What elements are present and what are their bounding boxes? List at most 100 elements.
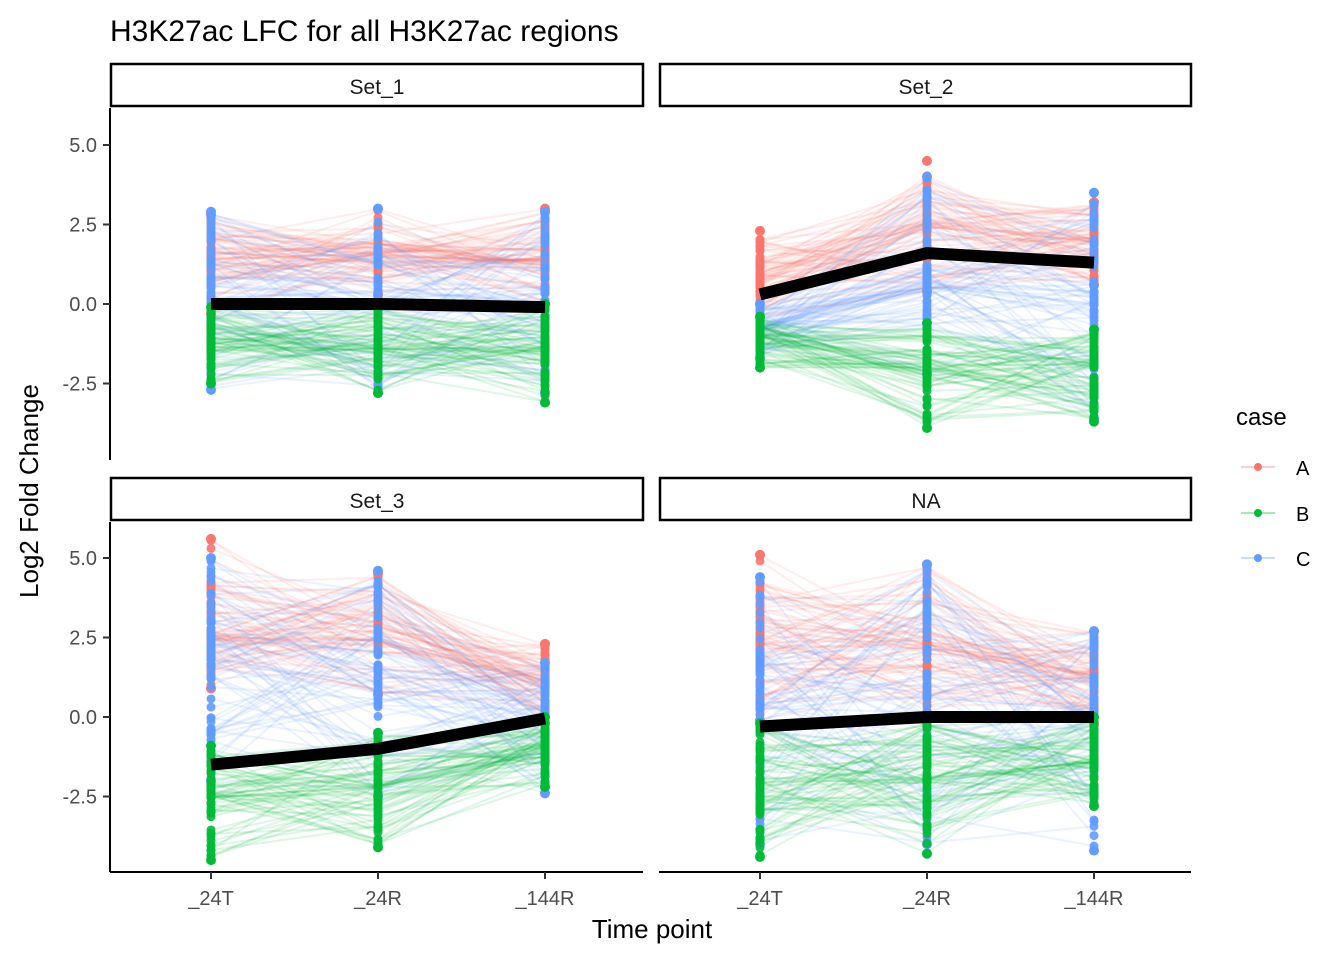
- data-point-b: [922, 332, 932, 342]
- data-point-c: [373, 273, 383, 283]
- data-point-c: [373, 660, 383, 670]
- data-point-b: [540, 781, 550, 792]
- data-point-b: [206, 333, 216, 343]
- data-point-c: [206, 553, 216, 563]
- data-point-c: [1089, 816, 1099, 826]
- data-point-c: [206, 233, 216, 243]
- data-point-b: [922, 416, 932, 426]
- panel-strip-label: Set_2: [899, 76, 954, 99]
- data-point-c: [206, 243, 216, 253]
- data-point-a: [755, 244, 765, 254]
- panel-strip-label: Set_3: [350, 490, 405, 513]
- data-point-c: [540, 285, 550, 295]
- data-point-c: [1089, 308, 1099, 318]
- data-point-b: [206, 344, 216, 354]
- data-point-b: [922, 357, 932, 367]
- data-point-b: [540, 745, 550, 755]
- panel-strip-set-3: Set_3: [109, 476, 645, 522]
- data-point-b: [922, 371, 932, 381]
- data-point-b: [540, 359, 550, 369]
- legend-label-c: C: [1296, 549, 1310, 571]
- data-point-b: [540, 726, 550, 736]
- legend-title: case: [1236, 404, 1287, 431]
- data-point-b: [922, 759, 932, 769]
- data-point-b: [540, 733, 550, 743]
- data-point-b: [373, 358, 383, 368]
- panel-plot-set-3: [206, 533, 550, 866]
- mean-summary-line: [759, 711, 1094, 733]
- data-point-c: [922, 692, 932, 702]
- data-point-b: [206, 774, 216, 784]
- data-point-c: [206, 273, 216, 283]
- data-point-a: [922, 661, 932, 671]
- data-point-c: [1089, 286, 1099, 296]
- data-point-c: [206, 682, 216, 692]
- data-point-c: [922, 605, 932, 615]
- panel-strip-label: Set_1: [350, 76, 405, 99]
- data-point-b: [1089, 324, 1099, 335]
- data-point-c: [1089, 831, 1099, 841]
- data-point-c: [922, 559, 932, 570]
- data-point-c: [1089, 845, 1099, 856]
- data-point-b: [755, 344, 765, 354]
- data-point-a: [755, 225, 765, 236]
- data-point-c: [373, 256, 383, 266]
- data-point-a: [755, 257, 765, 267]
- x-tick-label: _24R: [902, 888, 951, 910]
- data-point-b: [922, 393, 932, 403]
- y-tick-label: -2.5: [63, 787, 97, 809]
- data-point-c: [1089, 187, 1099, 198]
- data-point-b: [540, 326, 550, 336]
- data-point-b: [373, 762, 383, 772]
- data-point-b: [373, 824, 383, 834]
- panel-strip-set-2: Set_2: [658, 62, 1193, 108]
- data-point-c: [755, 666, 765, 676]
- data-point-c: [755, 634, 765, 644]
- data-point-b: [540, 397, 550, 408]
- data-point-b: [755, 362, 765, 373]
- data-point-b: [373, 842, 383, 853]
- data-point-b: [755, 832, 765, 842]
- data-point-b: [755, 730, 765, 740]
- x-tick-label: _144R: [1064, 888, 1124, 910]
- data-point-c: [755, 675, 765, 685]
- data-point-b: [540, 374, 550, 384]
- data-point-c: [206, 724, 216, 734]
- data-point-b: [373, 344, 383, 354]
- data-point-b: [755, 825, 765, 835]
- data-point-b: [1089, 801, 1099, 812]
- data-point-c: [755, 699, 765, 709]
- data-point-c: [540, 699, 550, 709]
- data-point-b: [922, 767, 932, 777]
- data-point-c: [206, 589, 216, 599]
- panel-plot-set-2: [755, 155, 1099, 434]
- data-point-c: [540, 218, 550, 228]
- data-point-c: [206, 670, 216, 680]
- data-point-b: [922, 747, 932, 757]
- y-tick-label: 2.5: [69, 215, 97, 237]
- data-point-b: [922, 381, 932, 391]
- y-tick-label: 0.0: [69, 294, 97, 316]
- data-point-c: [540, 671, 550, 681]
- data-point-c: [1089, 626, 1099, 637]
- data-point-c: [922, 203, 932, 213]
- data-point-b: [373, 727, 383, 738]
- data-point-c: [206, 223, 216, 233]
- data-point-c: [206, 280, 216, 290]
- data-point-c: [540, 240, 550, 250]
- data-point-c: [373, 698, 383, 708]
- data-point-c: [922, 624, 932, 634]
- chart-title: H3K27ac LFC for all H3K27ac regions: [110, 15, 619, 48]
- data-point-a: [755, 549, 765, 560]
- data-point-b: [922, 791, 932, 801]
- data-point-c: [206, 659, 216, 669]
- data-point-b: [1089, 399, 1099, 409]
- data-point-b: [373, 367, 383, 377]
- data-point-c: [755, 299, 765, 309]
- data-point-c: [1089, 241, 1099, 251]
- y-tick-label: 5.0: [69, 135, 97, 157]
- legend-key-a: [1254, 463, 1262, 471]
- data-point-b: [540, 367, 550, 377]
- data-point-c: [206, 572, 216, 582]
- data-points: [206, 203, 550, 408]
